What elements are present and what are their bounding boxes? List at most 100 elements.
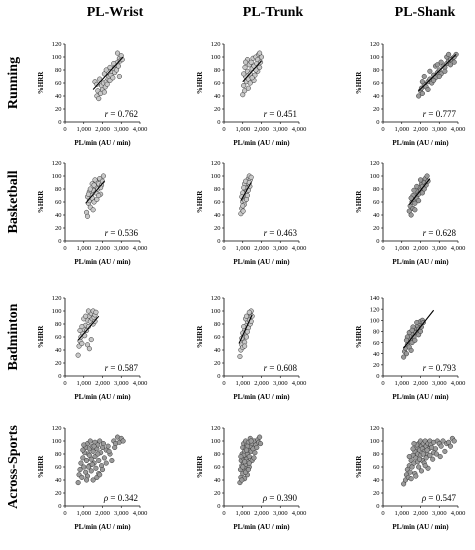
x-tick-label: 4,000 (451, 510, 466, 517)
x-tick-label: 2,000 (254, 245, 269, 252)
panel-basketball-pl-wrist: 0 20 40 60 80 100 120 0 1,000 2,000 3,000 4,000 %HRR… (37, 160, 147, 266)
y-tick-label: 20 (373, 362, 380, 369)
data-point (251, 455, 257, 461)
x-tick-label: 2,000 (413, 380, 428, 387)
data-point (244, 192, 250, 199)
data-point (111, 60, 117, 67)
y-tick-label: 20 (214, 106, 221, 113)
x-tick-label: 4,000 (133, 380, 148, 387)
y-tick-label: 0 (376, 238, 379, 245)
data-point (100, 173, 106, 179)
data-point (419, 90, 425, 96)
y-tick-label: 40 (373, 477, 380, 484)
data-point (254, 444, 260, 451)
data-point (417, 328, 424, 334)
y-tick-label: 0 (376, 373, 379, 380)
x-tick-label: 2,000 (95, 126, 110, 133)
x-tick-label: 1,000 (394, 126, 409, 133)
data-point (86, 346, 92, 352)
x-tick-label: 2,000 (254, 126, 269, 133)
data-point (451, 59, 457, 65)
y-axis-label: %HRR (196, 325, 204, 349)
x-axis-label: PL/min (AU / min) (74, 258, 131, 266)
data-point (241, 324, 247, 330)
y-tick-label: 20 (373, 106, 380, 113)
x-tick-label: 4,000 (133, 510, 148, 517)
data-point (412, 337, 418, 343)
y-tick-label: 40 (55, 93, 62, 100)
row-header-running: Running (6, 57, 21, 109)
y-tick-label: 100 (211, 308, 221, 315)
data-point (80, 447, 86, 453)
y-tick-label: 100 (52, 54, 62, 61)
y-tick-label: 120 (211, 425, 221, 432)
data-point (88, 337, 94, 343)
data-point (120, 438, 126, 444)
panel-running-pl-shank: 0 20 40 60 80 100 120 0 1,000 2,000 3,000 4,000 %HRR… (355, 41, 465, 147)
correlation-symbol: r (423, 228, 427, 238)
data-point (401, 354, 407, 360)
data-point (434, 62, 440, 68)
data-point (245, 85, 251, 91)
y-tick-label: 100 (370, 54, 380, 61)
y-tick-label: 40 (214, 347, 221, 354)
y-tick-label: 0 (376, 503, 379, 510)
data-point (243, 313, 250, 319)
x-tick-label: 1,000 (235, 380, 250, 387)
y-axis-label: %HRR (355, 455, 363, 479)
y-tick-label: 80 (214, 67, 221, 74)
x-tick-label: 2,000 (413, 126, 428, 133)
y-tick-label: 100 (52, 308, 62, 315)
x-tick-label: 3,000 (273, 380, 288, 387)
y-tick-label: 60 (55, 464, 62, 471)
data-point (406, 454, 412, 460)
data-point (105, 443, 111, 449)
y-tick-label: 20 (55, 106, 62, 113)
correlation-value: = 0.463 (267, 228, 297, 238)
regression-line (242, 60, 262, 83)
y-tick-label: 20 (373, 490, 380, 497)
data-point (451, 438, 457, 444)
y-tick-label: 20 (214, 225, 221, 232)
regression-line (240, 182, 252, 201)
data-point (79, 340, 85, 347)
data-point (86, 452, 92, 458)
y-axis-label: %HRR (37, 190, 45, 214)
x-tick-label: 3,000 (114, 126, 129, 133)
correlation-stat: r = 0.777 (423, 109, 457, 119)
x-tick-label: 1,000 (394, 510, 409, 517)
data-point (81, 464, 87, 470)
data-point (420, 451, 426, 457)
data-point (104, 81, 110, 87)
data-point (85, 464, 91, 470)
y-tick-label: 120 (52, 425, 62, 432)
x-axis-label: PL/min (AU / min) (392, 523, 449, 531)
correlation-stat: ρ = 0.547 (421, 493, 457, 503)
correlation-stat: r = 0.451 (264, 109, 297, 119)
correlation-symbol: r (264, 363, 268, 373)
x-axis-label: PL/min (AU / min) (392, 139, 449, 147)
x-axis-label: PL/min (AU / min) (233, 393, 290, 401)
y-axis-label: %HRR (355, 325, 363, 349)
x-axis-label: PL/min (AU / min) (392, 393, 449, 401)
data-point (103, 67, 109, 73)
data-point (417, 456, 423, 462)
data-point (422, 463, 428, 469)
x-tick-label: 1,000 (394, 380, 409, 387)
correlation-stat: r = 0.628 (423, 228, 457, 238)
x-tick-label: 3,000 (432, 380, 447, 387)
y-tick-label: 0 (58, 119, 61, 126)
correlation-value: = 0.777 (426, 109, 456, 119)
y-tick-label: 120 (370, 160, 380, 167)
data-point (408, 347, 414, 353)
data-point (412, 200, 418, 206)
data-point (410, 446, 416, 452)
data-point (77, 327, 83, 334)
data-point (246, 454, 252, 460)
data-point (433, 451, 439, 457)
data-point (446, 51, 452, 57)
x-tick-label: 3,000 (114, 245, 129, 252)
data-point (447, 62, 454, 68)
data-point (106, 448, 112, 454)
